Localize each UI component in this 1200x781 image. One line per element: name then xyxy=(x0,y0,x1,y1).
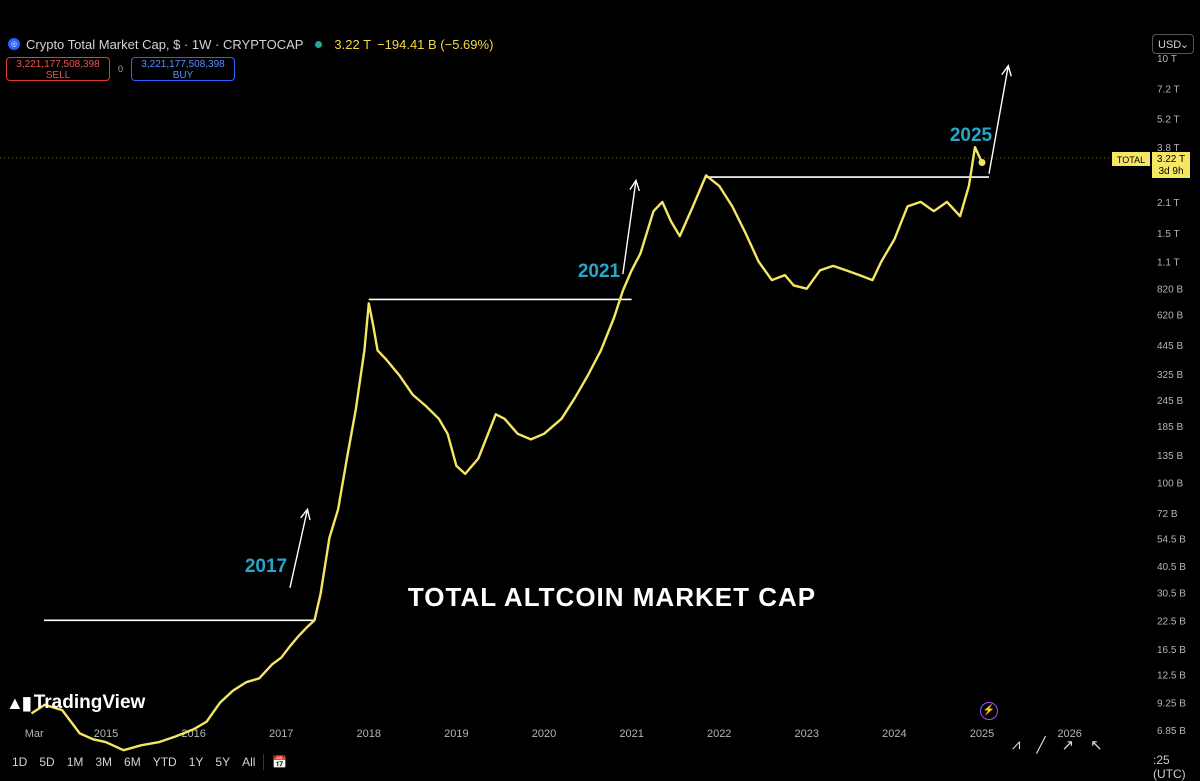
y-tick-label: 1.5 T xyxy=(1157,229,1180,240)
timeframe-5y[interactable]: 5Y xyxy=(215,755,231,769)
chevron-down-icon: ⌄ xyxy=(1179,39,1189,51)
buy-label: BUY xyxy=(172,70,194,81)
timeframe-6m[interactable]: 6M xyxy=(124,755,141,769)
breakout-arrow-2021-head xyxy=(629,178,641,192)
ray-tool-icon[interactable]: ↗ xyxy=(1061,737,1075,754)
y-tick-label: 185 B xyxy=(1157,422,1183,433)
chart-header: ◎ Crypto Total Market Cap, $ · 1W · CRYP… xyxy=(8,35,493,53)
price-tag-symbol-bg xyxy=(1112,152,1150,166)
breakout-arrow-2025 xyxy=(988,65,1009,174)
buy-button[interactable]: 3,221,177,508,398 BUY xyxy=(131,57,236,81)
price-tag: TOTAL 3.22 T 3d 9h xyxy=(1112,152,1190,178)
crypto-cap-icon[interactable]: ◎ xyxy=(8,38,20,50)
line-tool-icon[interactable]: ╱ xyxy=(1036,737,1046,754)
chart-pattern-icon[interactable]: ⩘ xyxy=(1012,736,1021,753)
y-tick-label: 22.5 B xyxy=(1157,616,1186,627)
y-tick-label: 445 B xyxy=(1157,341,1183,352)
y-tick-label: 135 B xyxy=(1157,451,1183,462)
x-tick-label: 2024 xyxy=(882,728,906,740)
x-tick-label: 2019 xyxy=(444,728,468,740)
market-status-icon xyxy=(315,40,323,48)
cursor-icon[interactable]: ↖ xyxy=(1090,737,1103,754)
utc-time: :25 (UTC) xyxy=(1153,753,1186,781)
timeframe-all[interactable]: All xyxy=(242,755,256,769)
annotation-2021: 2021 xyxy=(578,261,621,282)
price-tag-countdown: 3d 9h xyxy=(1158,166,1183,177)
y-tick-label: 10 T xyxy=(1157,54,1177,65)
x-tick-label: 2021 xyxy=(619,728,643,740)
y-axis: 10 T 7.2 T 5.2 T 3.8 T 2.1 T 1.5 T 1.1 T 820 B 6… xyxy=(1157,54,1186,737)
y-tick-label: 620 B xyxy=(1157,310,1183,321)
y-tick-label: 6.85 B xyxy=(1157,726,1186,737)
x-tick-label: 2018 xyxy=(357,728,381,740)
x-tick-label: 2026 xyxy=(1057,728,1081,740)
breakout-arrow-2017 xyxy=(289,509,309,588)
lightning-icon[interactable]: ⚡ xyxy=(980,702,998,720)
x-tick-label: 2020 xyxy=(532,728,556,740)
price-tag-symbol: TOTAL xyxy=(1117,155,1145,165)
breakout-arrow-2025-head xyxy=(1001,64,1012,77)
y-tick-label: 72 B xyxy=(1157,509,1178,520)
y-tick-label: 7.2 T xyxy=(1157,84,1180,95)
timeframe-ytd[interactable]: YTD xyxy=(152,755,177,769)
annotation-overlays xyxy=(44,64,1012,622)
breakout-arrow-2021 xyxy=(622,180,637,275)
y-tick-label: 325 B xyxy=(1157,370,1183,381)
timeframe-1y[interactable]: 1Y xyxy=(188,755,204,769)
tradingview-logo-text: TradingView xyxy=(33,692,146,713)
y-tick-label: 12.5 B xyxy=(1157,671,1186,682)
quote-panel: 3,221,177,508,398 SELL 0 3,221,177,508,3… xyxy=(6,57,236,81)
price-change: −194.41 B (−5.69%) xyxy=(377,36,494,52)
price-tag-value: 3.22 T xyxy=(1157,154,1185,165)
buy-value: 3,221,177,508,398 xyxy=(141,59,225,70)
drawing-tools: ⩘ ╱ ↗ ↖ xyxy=(1012,736,1103,754)
currency-value: USD xyxy=(1158,39,1182,51)
toolbar-divider xyxy=(263,754,265,770)
y-tick-label: 1.1 T xyxy=(1157,258,1180,269)
last-price: 3.22 T xyxy=(334,36,372,52)
y-tick-label: 30.5 B xyxy=(1157,588,1186,599)
timeframe-1m[interactable]: 1M xyxy=(66,755,84,769)
spread-value: 0 xyxy=(118,64,124,74)
timeframe-3m[interactable]: 3M xyxy=(95,755,113,769)
x-tick-label: 2023 xyxy=(795,728,819,740)
x-tick-label: 2017 xyxy=(269,728,293,740)
breakout-arrow-2017-head xyxy=(300,507,311,521)
currency-select[interactable]: USD ⌄ xyxy=(1152,34,1194,54)
x-tick-label: 2015 xyxy=(94,728,118,740)
sell-label: SELL xyxy=(45,70,71,81)
y-tick-label: 2.1 T xyxy=(1157,198,1180,209)
y-tick-label: 245 B xyxy=(1157,396,1183,407)
series-line xyxy=(30,146,984,752)
y-tick-label: 5.2 T xyxy=(1157,114,1180,125)
x-tick-label: 2025 xyxy=(970,728,994,740)
annotation-2025: 2025 xyxy=(950,125,993,146)
y-tick-label: 100 B xyxy=(1157,479,1183,490)
y-tick-label: 3.8 T xyxy=(1157,143,1180,154)
annotation-2017: 2017 xyxy=(245,556,287,577)
sell-value: 3,221,177,508,398 xyxy=(16,59,100,70)
date-range-icon[interactable]: 📅 xyxy=(272,755,288,769)
timeframe-1d[interactable]: 1D xyxy=(12,755,28,769)
bottom-toolbar: 1D 5D 1M 3M 6M YTD 1Y 5Y All 📅 xyxy=(0,750,1200,774)
sell-button[interactable]: 3,221,177,508,398 SELL xyxy=(6,57,110,81)
y-tick-label: 820 B xyxy=(1157,285,1183,296)
x-axis: Mar 2015 2016 2017 2018 2019 2020 2021 2022 2023 2… xyxy=(25,728,1082,740)
chart-title: TOTAL ALTCOIN MARKET CAP xyxy=(408,582,816,612)
x-tick-label: Mar xyxy=(25,728,44,740)
y-tick-label: 54.5 B xyxy=(1157,535,1186,546)
price-tag-value-bg xyxy=(1152,152,1190,178)
tradingview-mark-icon: ▲▮ xyxy=(6,692,32,713)
x-tick-label: 2022 xyxy=(707,728,731,740)
symbol-title[interactable]: Crypto Total Market Cap, $ · 1W · CRYPTO… xyxy=(26,36,304,52)
y-tick-label: 16.5 B xyxy=(1157,645,1186,656)
y-tick-label: 9.25 B xyxy=(1157,698,1186,709)
y-tick-label: 40.5 B xyxy=(1157,562,1186,573)
tradingview-logo: ▲▮ TradingView xyxy=(6,692,145,714)
timeframe-5d[interactable]: 5D xyxy=(39,755,55,769)
